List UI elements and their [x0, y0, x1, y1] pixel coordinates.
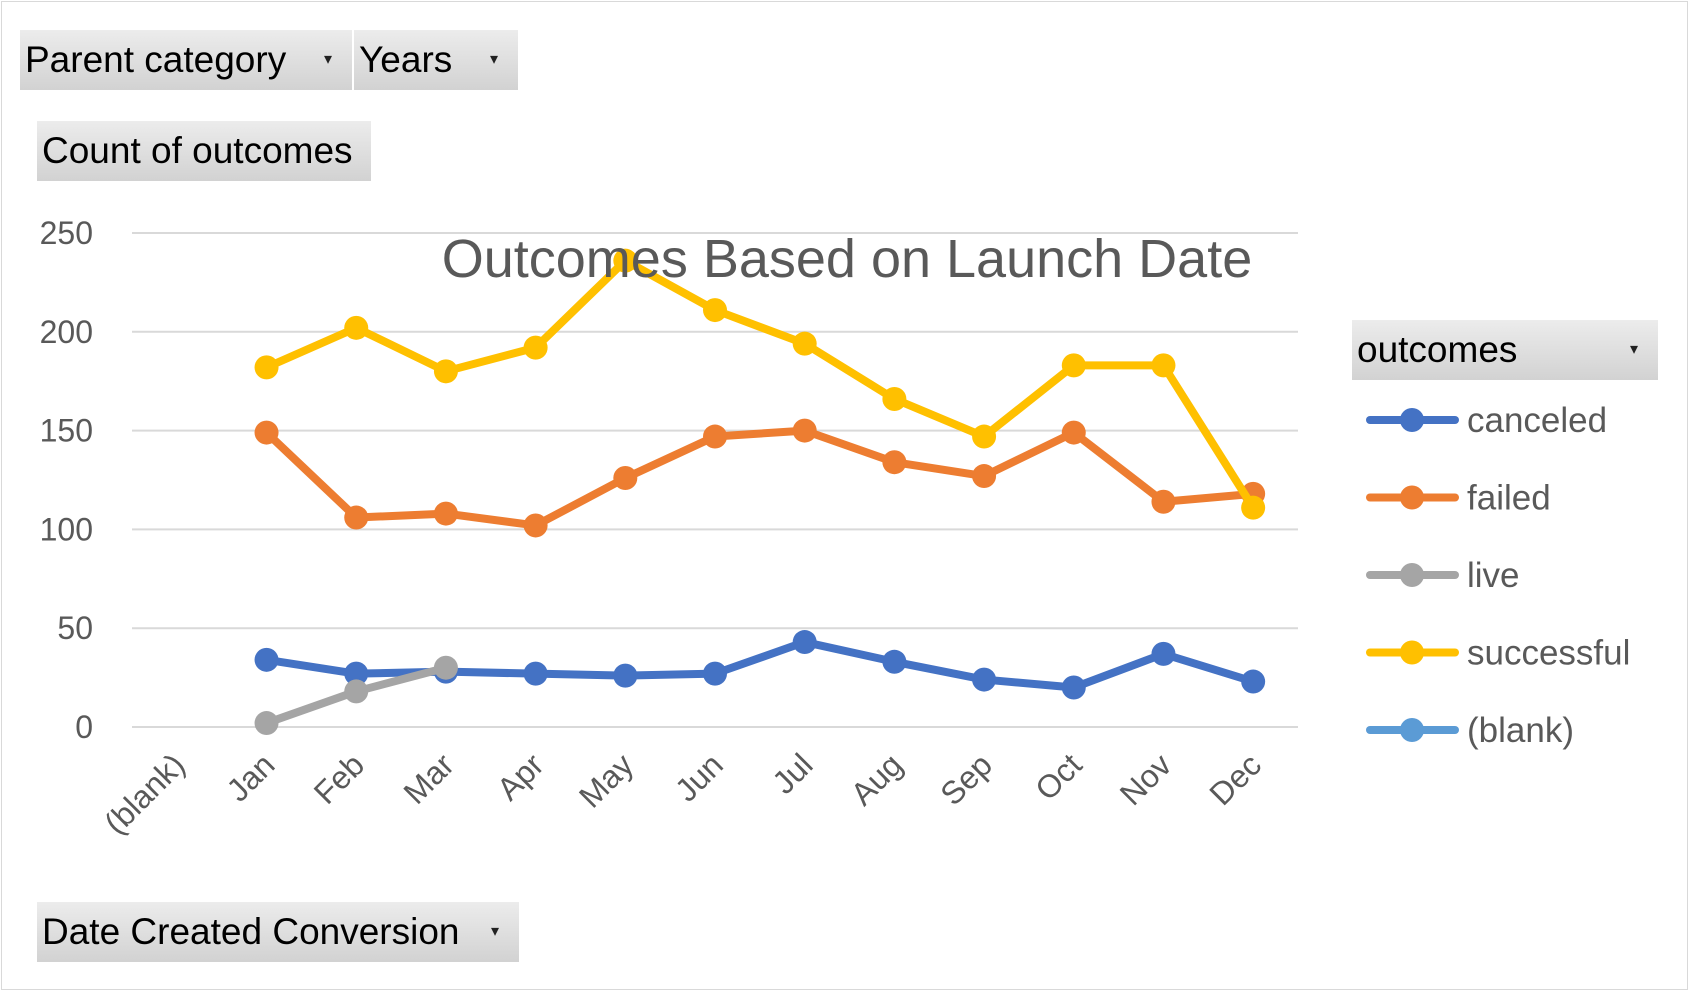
y-tick-label: 50 — [57, 610, 93, 646]
data-point — [972, 464, 997, 489]
x-tick-label: May — [572, 746, 640, 814]
data-point — [792, 630, 817, 655]
data-point — [344, 315, 369, 340]
data-point — [433, 655, 458, 680]
x-tick-label: Sep — [933, 746, 999, 812]
data-point — [254, 647, 279, 672]
x-tick-label: Apr — [490, 746, 551, 807]
data-point — [433, 501, 458, 526]
dropdown-arrow-icon[interactable]: ▾ — [489, 51, 498, 68]
data-point — [792, 418, 817, 443]
y-tick-label: 250 — [40, 215, 93, 251]
x-tick-label: Mar — [396, 746, 461, 811]
data-point — [1061, 675, 1086, 700]
legend-field-label: outcomes — [1357, 329, 1518, 370]
years-label: Years — [359, 39, 453, 80]
data-point — [972, 667, 997, 692]
data-point — [1061, 353, 1086, 378]
legend: canceled failed live successful (blank) — [1366, 401, 1630, 750]
data-point — [703, 298, 727, 323]
data-point — [613, 663, 638, 688]
legend-item: failed — [1366, 479, 1551, 518]
data-point — [1241, 495, 1266, 520]
data-point — [703, 661, 727, 686]
data-point — [344, 661, 369, 686]
data-point — [882, 386, 907, 411]
chart-title: Outcomes Based on Launch Date — [442, 229, 1253, 289]
data-point — [523, 513, 548, 538]
data-point — [254, 711, 279, 736]
data-point — [882, 450, 907, 475]
legend-item: successful — [1366, 634, 1630, 673]
dropdown-arrow-icon[interactable]: ▾ — [323, 51, 332, 68]
legend-label: successful — [1467, 634, 1630, 673]
y-tick-label: 150 — [40, 413, 93, 449]
parent-category-label: Parent category — [25, 39, 287, 80]
dropdown-arrow-icon[interactable]: ▾ — [490, 923, 499, 940]
x-tick-label: Jul — [765, 746, 819, 800]
legend-label: canceled — [1467, 401, 1607, 440]
data-point — [523, 335, 548, 360]
series-failed — [254, 418, 1266, 538]
data-point — [613, 466, 638, 491]
x-tick-label: Feb — [307, 746, 371, 810]
legend-item: live — [1366, 556, 1520, 595]
data-point — [613, 248, 638, 273]
series-line — [262, 426, 1258, 530]
legend-swatch-marker — [1400, 563, 1424, 587]
y-tick-label: 100 — [40, 511, 93, 547]
data-point — [972, 424, 997, 449]
data-point — [1241, 669, 1266, 694]
data-point — [433, 359, 458, 384]
legend-label: live — [1467, 556, 1520, 595]
legend-label: failed — [1467, 479, 1551, 518]
x-tick-label: Oct — [1028, 746, 1089, 807]
data-point — [1061, 420, 1086, 445]
data-point — [1151, 489, 1176, 514]
series-layer — [254, 248, 1266, 736]
series-live — [254, 655, 458, 736]
data-point — [344, 679, 369, 704]
x-tick-label: Jun — [668, 746, 730, 808]
y-tick-label: 200 — [40, 314, 93, 350]
data-point — [1151, 641, 1176, 666]
x-tick-label: Nov — [1113, 746, 1179, 812]
data-point — [344, 505, 369, 530]
y-tick-label: 0 — [75, 709, 93, 745]
data-point — [703, 424, 727, 449]
data-point — [1151, 353, 1176, 378]
x-tick-label: Dec — [1202, 746, 1268, 812]
grid-lines — [132, 232, 1298, 728]
values-field-label: Count of outcomes — [42, 130, 353, 171]
legend-swatch-marker — [1400, 640, 1424, 665]
dropdown-arrow-icon[interactable]: ▾ — [1629, 341, 1638, 358]
series-line — [262, 638, 1258, 692]
x-tick-label: (blank) — [97, 746, 192, 841]
data-point — [254, 420, 279, 445]
axis-field-button[interactable]: Date Created Conversion ▾ — [37, 902, 519, 962]
parent-category-filter-button[interactable]: Parent category ▾ — [20, 30, 352, 90]
legend-field-button[interactable]: outcomes ▾ — [1352, 320, 1658, 380]
legend-item: (blank) — [1366, 711, 1574, 750]
x-axis-ticks: (blank) Jan Feb Mar Apr May Jun Jul Aug Sep Oct Nov… — [97, 746, 1268, 841]
series-canceled — [254, 630, 1266, 700]
data-point — [523, 661, 548, 686]
y-axis-ticks: 0 50 100 150 200 250 — [40, 215, 93, 745]
legend-item: canceled — [1366, 401, 1607, 440]
data-point — [792, 331, 817, 356]
values-field-button[interactable]: Count of outcomes — [37, 121, 371, 181]
x-tick-label: Jan — [220, 746, 282, 808]
legend-swatch-marker — [1400, 408, 1424, 432]
years-filter-button[interactable]: Years ▾ — [354, 30, 518, 90]
legend-swatch-marker — [1400, 718, 1424, 742]
data-point — [882, 649, 907, 674]
legend-swatch-marker — [1400, 485, 1424, 510]
series-line — [262, 256, 1258, 512]
axis-field-label: Date Created Conversion — [42, 911, 460, 952]
data-point — [254, 355, 279, 380]
legend-label: (blank) — [1467, 711, 1574, 750]
series-successful — [254, 248, 1266, 520]
x-tick-label: Aug — [844, 746, 910, 812]
